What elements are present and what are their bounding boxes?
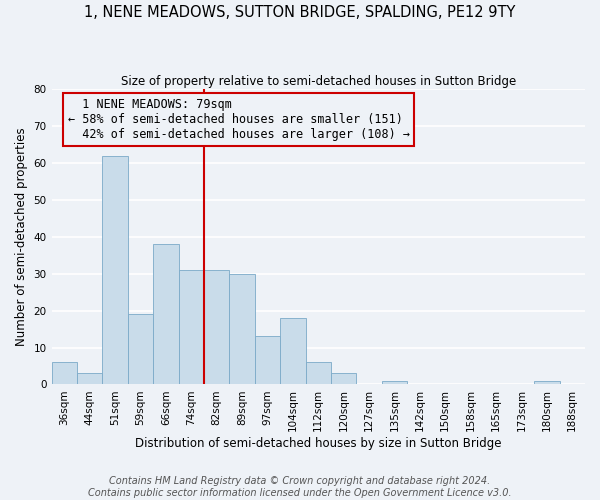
Bar [305,362,331,384]
Bar [128,314,153,384]
Bar [280,318,305,384]
X-axis label: Distribution of semi-detached houses by size in Sutton Bridge: Distribution of semi-detached houses by … [135,437,502,450]
Bar [179,270,204,384]
Bar [153,244,179,384]
Bar [52,362,77,384]
Bar [77,374,103,384]
Text: 1 NENE MEADOWS: 79sqm
← 58% of semi-detached houses are smaller (151)
  42% of s: 1 NENE MEADOWS: 79sqm ← 58% of semi-deta… [68,98,410,141]
Y-axis label: Number of semi-detached properties: Number of semi-detached properties [15,128,28,346]
Text: Contains HM Land Registry data © Crown copyright and database right 2024.
Contai: Contains HM Land Registry data © Crown c… [88,476,512,498]
Bar [534,381,560,384]
Bar [331,374,356,384]
Bar [204,270,229,384]
Title: Size of property relative to semi-detached houses in Sutton Bridge: Size of property relative to semi-detach… [121,75,516,88]
Bar [382,381,407,384]
Bar [255,336,280,384]
Bar [229,274,255,384]
Bar [103,156,128,384]
Text: 1, NENE MEADOWS, SUTTON BRIDGE, SPALDING, PE12 9TY: 1, NENE MEADOWS, SUTTON BRIDGE, SPALDING… [85,5,515,20]
